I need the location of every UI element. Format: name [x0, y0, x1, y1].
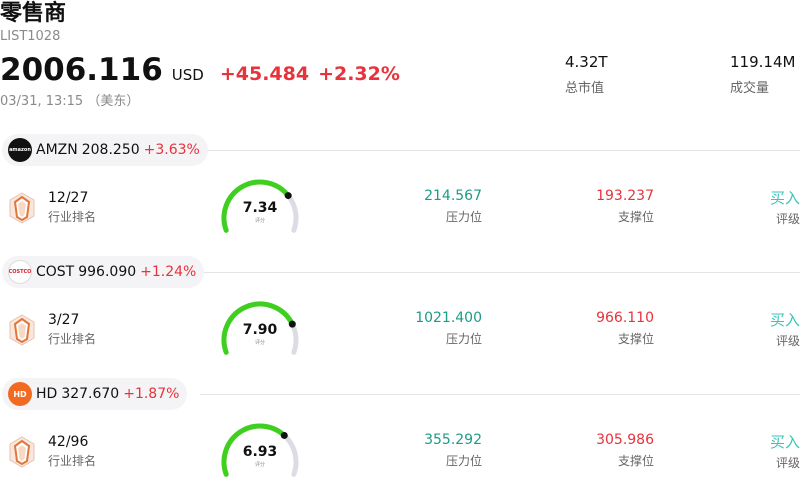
stock-symbol: COST — [36, 264, 75, 280]
index-price: 2006.116 — [0, 52, 163, 88]
divider — [200, 272, 800, 273]
resistance-value: 355.292 — [424, 432, 482, 448]
gauge-fill — [221, 423, 287, 477]
support-label: 支撑位 — [617, 210, 654, 224]
divider — [200, 150, 800, 151]
amazon-logo: amazon — [8, 138, 32, 162]
score-label: 评分 — [254, 218, 265, 224]
rank-badge-icon — [9, 192, 35, 224]
currency: USD — [171, 66, 204, 84]
score-value: 6.93 — [242, 444, 278, 460]
stock-price: 996.090 — [78, 264, 137, 280]
stock-chip[interactable]: COSTCO COST 996.090 +1.24% — [2, 256, 205, 288]
rating-value[interactable]: 买入 — [769, 189, 800, 207]
price-row: 2006.116 USD +45.484 +2.32% — [0, 52, 400, 88]
gauge-fill — [221, 179, 291, 233]
volume-label: 成交量 — [730, 81, 770, 96]
rating-label: 评级 — [775, 212, 800, 226]
market-cap-value: 4.32T — [565, 53, 608, 71]
industry-rank-value: 12/27 — [48, 190, 89, 206]
volume-value: 119.14M — [730, 53, 796, 71]
score-value: 7.90 — [242, 322, 278, 338]
price-change: +45.484 — [219, 63, 310, 85]
home-depot-logo: HD — [8, 382, 32, 406]
gauge-marker — [284, 192, 292, 200]
industry-rank-label: 行业排名 — [48, 332, 97, 346]
stock-chip[interactable]: amazon AMZN 208.250 +3.63% — [2, 134, 208, 166]
stock-symbol: AMZN — [36, 142, 78, 158]
support-label: 支撑位 — [617, 454, 654, 468]
score-label: 评分 — [254, 462, 265, 468]
stock-change-pct: +3.63% — [143, 142, 200, 158]
stock-price: 208.250 — [81, 142, 140, 158]
score-gauge — [221, 301, 299, 355]
stock-section: amazon AMZN 208.250 +3.63% 12/27 行业排名 7.… — [0, 134, 800, 254]
support-label: 支撑位 — [617, 332, 654, 346]
industry-rank-value: 42/96 — [48, 434, 89, 450]
resistance-label: 压力位 — [445, 210, 482, 224]
support-value: 305.986 — [596, 432, 654, 448]
stock-section: COSTCO COST 996.090 +1.24% 3/27 行业排名 7.9… — [0, 256, 800, 376]
industry-rank-label: 行业排名 — [48, 454, 97, 468]
industry-rank-label: 行业排名 — [48, 210, 97, 224]
stock-symbol: HD — [36, 386, 58, 402]
score-value: 7.34 — [242, 200, 278, 216]
stock-price: 327.670 — [61, 386, 120, 402]
support-value: 193.237 — [596, 188, 654, 204]
rank-badge-icon — [9, 314, 35, 346]
stock-change-pct: +1.24% — [140, 264, 197, 280]
page-title: 零售商 — [0, 1, 67, 26]
costco-logo: COSTCO — [8, 260, 32, 284]
score-label: 评分 — [254, 340, 265, 346]
gauge-marker — [280, 431, 288, 439]
industry-rank-value: 3/27 — [48, 312, 80, 328]
index-code: LIST1028 — [0, 29, 61, 44]
rating-value[interactable]: 买入 — [769, 311, 800, 329]
rating-label: 评级 — [775, 334, 800, 348]
score-gauge — [221, 423, 299, 477]
support-value: 966.110 — [596, 310, 654, 326]
stock-chip[interactable]: HD HD 327.670 +1.87% — [2, 378, 188, 410]
quote-time: 03/31, 13:15 （美东） — [0, 94, 140, 109]
resistance-label: 压力位 — [445, 332, 482, 346]
stock-section: HD HD 327.670 +1.87% 42/96 行业排名 6.93 评分 … — [0, 378, 800, 488]
market-cap-label: 总市值 — [565, 81, 605, 96]
resistance-value: 214.567 — [424, 188, 482, 204]
divider — [200, 394, 800, 395]
rank-badge-icon — [9, 436, 35, 468]
gauge-marker — [288, 320, 296, 328]
resistance-label: 压力位 — [445, 454, 482, 468]
volume-stat: 119.14M 成交量 — [730, 53, 795, 96]
score-gauge — [221, 179, 299, 233]
market-cap-stat: 4.32T 总市值 — [565, 53, 608, 96]
price-change-pct: +2.32% — [318, 63, 400, 85]
stock-change-pct: +1.87% — [123, 386, 180, 402]
rating-value[interactable]: 买入 — [769, 433, 800, 451]
resistance-value: 1021.400 — [415, 310, 482, 326]
gauge-fill — [221, 301, 295, 355]
rating-label: 评级 — [775, 456, 800, 470]
